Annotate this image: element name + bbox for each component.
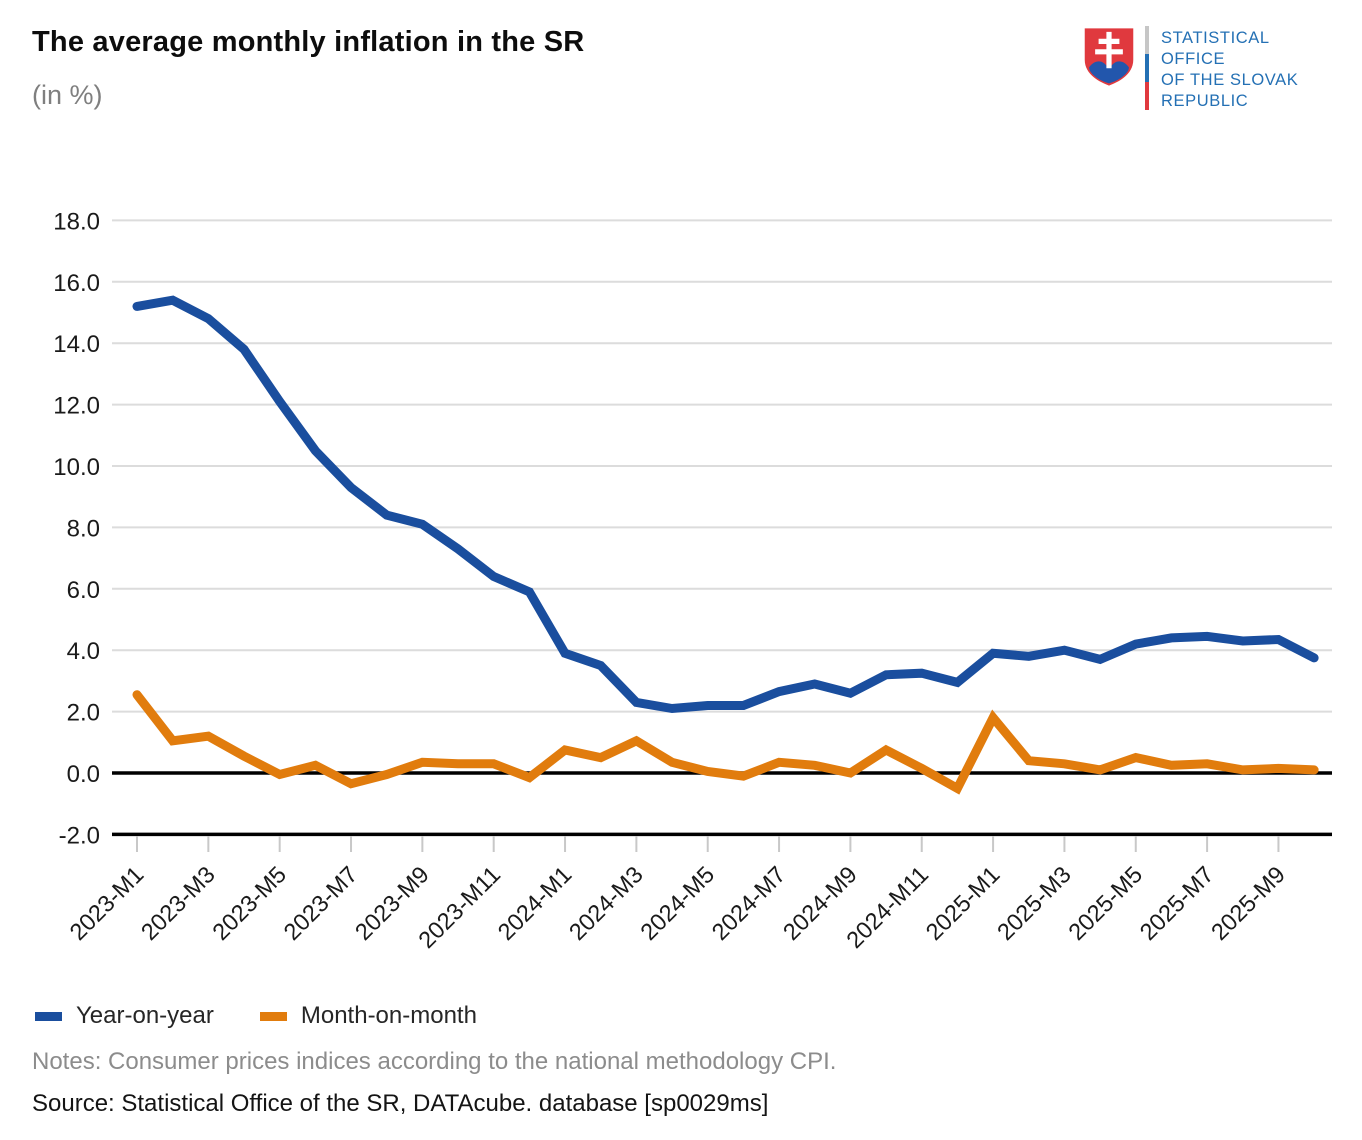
svg-text:2024-M7: 2024-M7 xyxy=(707,861,791,945)
svg-text:0.0: 0.0 xyxy=(67,761,100,788)
chart-notes: Notes: Consumer prices indices according… xyxy=(32,1048,837,1075)
page-subtitle: (in %) xyxy=(32,80,103,110)
logo-divider-bar xyxy=(1145,26,1149,110)
inflation-line-chart: 18.0 16.0 14.0 12.0 10.0 8.0 6.0 4.0 2.0 0.0 -2.0 2… xyxy=(53,208,1332,953)
logo-org-line: OFFICE xyxy=(1161,50,1226,68)
logo-org-line: REPUBLIC xyxy=(1161,92,1249,110)
legend-item-year-on-year: Year-on-year xyxy=(35,1002,214,1030)
page-title: The average monthly inflation in the SR xyxy=(32,26,585,58)
year-on-year-swatch-icon xyxy=(35,1011,62,1021)
svg-text:2024-M3: 2024-M3 xyxy=(564,861,648,945)
chart-source: Source: Statistical Office of the SR, DA… xyxy=(32,1090,769,1117)
svg-text:14.0: 14.0 xyxy=(53,331,100,358)
svg-text:8.0: 8.0 xyxy=(67,515,100,542)
logo-bar-gray xyxy=(1145,26,1149,54)
logo-org-line: STATISTICAL xyxy=(1161,29,1270,47)
legend-item-month-on-month: Month-on-month xyxy=(259,1002,477,1030)
svg-text:16.0: 16.0 xyxy=(53,270,100,297)
svg-text:2024-M5: 2024-M5 xyxy=(635,861,719,945)
svg-text:2025-M1: 2025-M1 xyxy=(921,861,1005,945)
statistical-office-logo: STATISTICAL OFFICE OF THE SLOVAK REPUBLI… xyxy=(1083,26,1298,112)
legend-label: Year-on-year xyxy=(76,1002,214,1029)
logo-org-line: OF THE SLOVAK xyxy=(1161,71,1299,89)
svg-text:2023-M3: 2023-M3 xyxy=(136,861,220,945)
logo-bar-blue xyxy=(1145,54,1149,82)
legend-label: Month-on-month xyxy=(300,1002,477,1029)
svg-text:2024-M1: 2024-M1 xyxy=(493,861,577,945)
svg-text:2025-M9: 2025-M9 xyxy=(1206,861,1290,945)
svg-text:2025-M5: 2025-M5 xyxy=(1063,861,1147,945)
svg-text:2023-M1: 2023-M1 xyxy=(65,861,149,945)
svg-text:2.0: 2.0 xyxy=(67,700,100,727)
svg-text:18.0: 18.0 xyxy=(53,208,100,235)
svg-text:2023-M5: 2023-M5 xyxy=(207,861,291,945)
svg-text:2025-M3: 2025-M3 xyxy=(992,861,1076,945)
slovak-coat-of-arms-icon xyxy=(1084,28,1134,86)
svg-text:2023-M7: 2023-M7 xyxy=(279,861,363,945)
month-on-month-swatch-icon xyxy=(259,1011,287,1021)
svg-text:2025-M7: 2025-M7 xyxy=(1135,861,1219,945)
chart-legend: Year-on-year Month-on-month xyxy=(35,1002,477,1030)
svg-text:4.0: 4.0 xyxy=(67,638,100,665)
svg-text:10.0: 10.0 xyxy=(53,454,100,481)
svg-text:6.0: 6.0 xyxy=(67,577,100,604)
logo-org-name: STATISTICAL OFFICE OF THE SLOVAK REPUBLI… xyxy=(1161,26,1298,112)
logo-bar-red xyxy=(1145,82,1149,110)
svg-text:-2.0: -2.0 xyxy=(59,822,100,849)
svg-text:12.0: 12.0 xyxy=(53,393,100,420)
